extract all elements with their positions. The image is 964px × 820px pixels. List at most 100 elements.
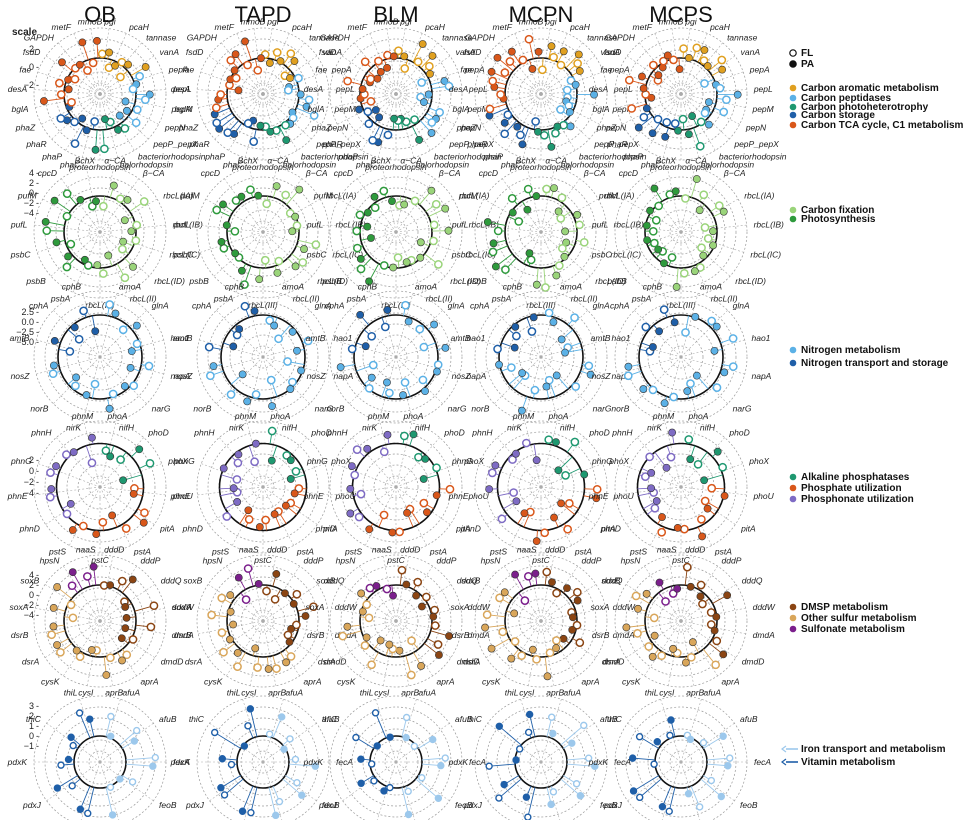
data-point-afub xyxy=(280,745,288,753)
scale-tick-mark: - xyxy=(36,80,39,90)
gene-label-nosz: nosZ xyxy=(11,371,31,381)
scale-tick-mark: - xyxy=(36,327,39,337)
data-point-tannase xyxy=(428,51,437,60)
data-point-dddd xyxy=(262,586,271,596)
data-point-ca xyxy=(681,194,690,203)
data-point-glna xyxy=(570,313,579,322)
data-point-halorhodopsin xyxy=(101,115,109,124)
gene-label-dddd: dddD xyxy=(104,544,124,554)
data-point-thil xyxy=(524,728,533,737)
data-point-soxb xyxy=(362,600,372,609)
gene-label-pdxk: pdxK xyxy=(170,757,191,767)
data-point-rbcl-ii xyxy=(274,256,284,266)
data-point-dmdd xyxy=(128,635,138,644)
data-point-tannase xyxy=(290,57,299,65)
gene-label-fsdd: fsdD xyxy=(186,47,203,57)
data-point-pstc xyxy=(540,528,550,538)
gene-label-feob: feoB xyxy=(159,800,177,810)
data-point-phnm xyxy=(252,439,260,448)
data-stem xyxy=(668,787,676,812)
gene-label-phng: phnG xyxy=(591,456,613,466)
data-point-hpsn xyxy=(520,596,530,605)
data-point-ftr1 xyxy=(275,797,284,806)
radar-mcps-5: dddDdddPdddQdddWdmdAdmdDaprAaprBcysIcysK… xyxy=(590,544,775,697)
data-point-bchx xyxy=(671,187,680,196)
gene-label-phaz: phaZ xyxy=(178,123,199,133)
data-point-metf xyxy=(241,37,249,46)
scale-tick-mark: - xyxy=(36,600,39,610)
data-point-phnh xyxy=(352,445,362,454)
data-point-cysk xyxy=(233,648,242,657)
data-point-psts xyxy=(68,526,77,534)
zero-ring xyxy=(353,314,439,400)
data-point-phac xyxy=(531,117,540,126)
data-point-amtb xyxy=(510,343,519,352)
data-point-phne xyxy=(346,484,355,493)
data-point-nirk xyxy=(385,388,394,398)
data-point-phnh xyxy=(508,455,517,464)
gene-label-tannase: tannase xyxy=(442,32,473,42)
gene-label-narg: narG xyxy=(315,404,334,414)
gene-label-nirk: nirK xyxy=(66,423,81,433)
data-point-phnm xyxy=(379,447,389,457)
data-point-pufm xyxy=(62,211,72,221)
data-point-rbcl-ib xyxy=(292,221,302,230)
data-point-pufm xyxy=(651,215,661,225)
gene-label-rbcl-ic: rbcL(IC) xyxy=(610,250,641,260)
data-point-thic xyxy=(352,733,360,742)
gene-label-phap: phaP xyxy=(41,151,62,161)
data-point-phap xyxy=(516,130,525,140)
data-point-nirk xyxy=(82,391,91,399)
gene-label-pepm: pepM xyxy=(333,104,356,114)
data-point-tannase xyxy=(699,56,709,65)
gene-label-nosz: nosZ xyxy=(307,371,327,381)
data-point-ftr1 xyxy=(549,788,558,796)
data-point-amoa xyxy=(681,328,690,337)
data-point-phou xyxy=(294,484,304,493)
gene-label-halorhodopsin: halorhodopsin xyxy=(283,159,337,169)
gene-label-dmdd: dmdD xyxy=(324,657,347,667)
gene-label-rbcl-iii: rbcL(III) xyxy=(85,300,114,310)
gene-label-pepn: pepN xyxy=(327,123,349,133)
gene-label-dmdd: dmdD xyxy=(742,657,765,667)
data-point-phap xyxy=(648,129,657,138)
data-point-bchx xyxy=(388,197,396,206)
data-point-vana xyxy=(426,69,434,78)
gene-label-dsra: dsrA xyxy=(463,657,481,667)
data-point-pepn xyxy=(309,111,319,120)
data-point-dddw xyxy=(301,612,310,620)
radar-ob-6: afuAafuBfecAfeoBFtr1pdxHpdxJpdxKthiCthiL xyxy=(7,688,190,820)
zero-ring xyxy=(226,584,300,658)
gene-label-cysk: cysK xyxy=(482,677,501,687)
data-point-psbc xyxy=(217,238,226,246)
gene-label-pufm: pufM xyxy=(180,191,201,201)
data-point-aprb xyxy=(106,653,115,663)
gene-label-nosz: nosZ xyxy=(592,371,612,381)
scale-tick: 2 xyxy=(29,44,34,54)
data-point-bgla xyxy=(627,104,637,113)
scale-tick-mark: - xyxy=(36,731,39,741)
gene-label-dddq: dddQ xyxy=(602,575,623,585)
data-point-afub xyxy=(130,737,139,745)
scale-tick-mark: - xyxy=(36,488,39,498)
data-point-rbcl-iii xyxy=(393,253,403,262)
data-point-dddq xyxy=(573,596,582,605)
gene-label-soxa: soxA xyxy=(450,602,469,612)
data-point-psba xyxy=(83,261,93,270)
data-point-pufl xyxy=(648,226,658,236)
data-point-ftr1 xyxy=(404,787,412,796)
gene-label-ca: α−CA xyxy=(104,156,126,166)
gene-label-dddd: dddD xyxy=(267,544,287,554)
data-point-phod xyxy=(554,466,563,475)
gene-label-bacteriorhodopsin: bacteriorhodopsin xyxy=(719,151,787,161)
data-point-narg xyxy=(288,377,297,387)
data-point-tannase xyxy=(703,62,712,70)
data-point-pdxk xyxy=(357,755,365,763)
legend-marker-nitrogen-transport-and-storage xyxy=(789,359,797,367)
data-point-rbcl-ic xyxy=(709,241,717,250)
data-stem xyxy=(639,736,660,749)
data-point-dddd xyxy=(542,567,552,577)
data-point-phap xyxy=(243,119,253,128)
gene-label-rbcl-ib: rbcL(IB) xyxy=(614,219,644,229)
gene-label-ca: β−CA xyxy=(723,168,746,178)
